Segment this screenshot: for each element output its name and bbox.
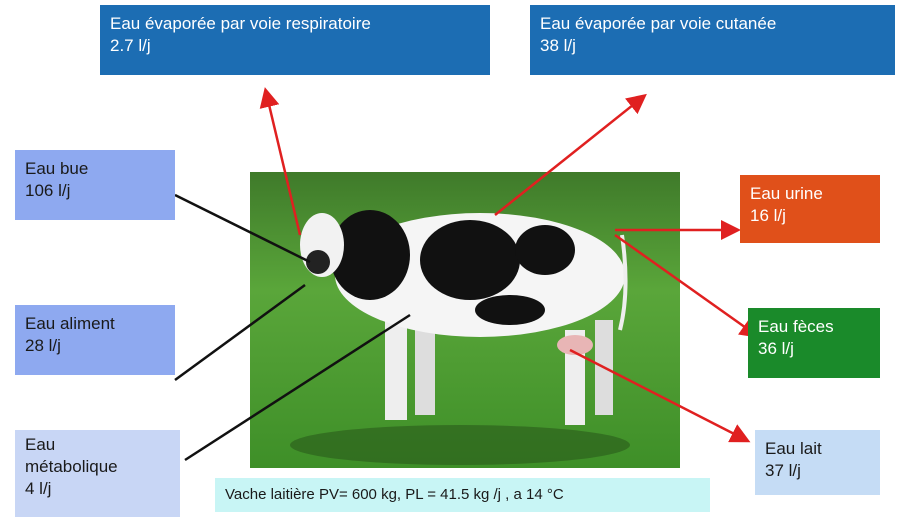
cow-photo (250, 172, 680, 468)
arrow (614, 233, 761, 338)
caption: Vache laitière PV= 600 kg, PL = 41.5 kg … (215, 478, 710, 512)
arrow (494, 93, 647, 216)
box: Eau aliment 28 l/j (15, 305, 175, 375)
box: Eau évaporée par voie cutanée 38 l/j (530, 5, 895, 75)
box-value: 16 l/j (750, 206, 786, 225)
box: Eau lait 37 l/j (755, 430, 880, 495)
box-label: Eau évaporée par voie respiratoire (110, 14, 371, 33)
box: Eau fèces 36 l/j (748, 308, 880, 378)
box-label: Eau évaporée par voie cutanée (540, 14, 777, 33)
arrow (174, 193, 311, 264)
box: Eau métabolique 4 l/j (15, 430, 180, 517)
box-value: 36 l/j (758, 339, 794, 358)
box: Eau bue 106 l/j (15, 150, 175, 220)
arrow (184, 313, 411, 462)
box-label: Eau aliment (25, 314, 115, 333)
box-label: Eau urine (750, 184, 823, 203)
box-value: 28 l/j (25, 336, 61, 355)
arrows (174, 87, 761, 462)
box-value: 4 l/j (25, 479, 52, 498)
box-value: 2.7 l/j (110, 36, 151, 55)
box-value: 106 l/j (25, 181, 71, 200)
box-label: Eau lait (765, 439, 822, 458)
arrow (174, 283, 306, 382)
arrow (569, 348, 751, 443)
box: Eau urine 16 l/j (740, 175, 880, 243)
arrow (259, 87, 302, 236)
box-label: Eau métabolique (25, 435, 118, 476)
box-value: 38 l/j (540, 36, 576, 55)
box-label: Eau bue (25, 159, 89, 178)
box: Eau évaporée par voie respiratoire 2.7 l/… (100, 5, 490, 75)
box-label: Eau fèces (758, 317, 834, 336)
box-value: 37 l/j (765, 461, 801, 480)
